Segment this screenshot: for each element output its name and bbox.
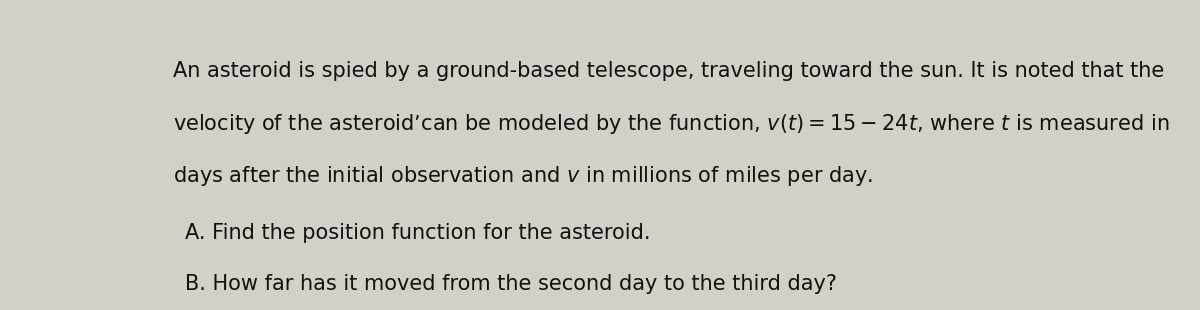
Text: days after the initial observation and $v$ in millions of miles per day.: days after the initial observation and $… (173, 164, 874, 188)
Text: An asteroid is spied by a ground-based telescope, traveling toward the sun. It i: An asteroid is spied by a ground-based t… (173, 61, 1164, 81)
Text: B. How far has it moved from the second day to the third day?: B. How far has it moved from the second … (185, 274, 838, 294)
Text: velocity of the asteroid’can be modeled by the function, $v(t) = 15-24t$, where : velocity of the asteroid’can be modeled … (173, 113, 1170, 136)
Text: A. Find the position function for the asteroid.: A. Find the position function for the as… (185, 223, 650, 243)
